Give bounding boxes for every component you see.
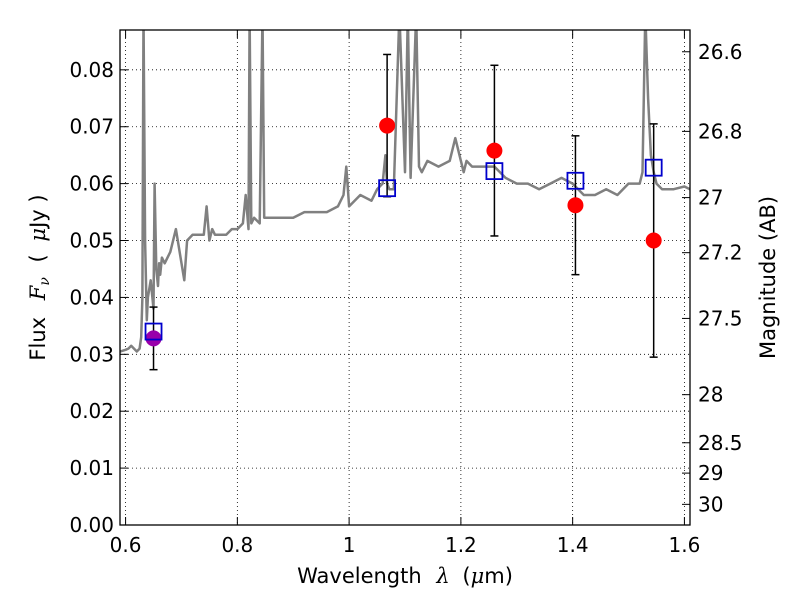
x-axis-label: Wavelength λ (μm) [297,564,513,588]
x-tick-label: 1.6 [669,533,701,557]
mag-tick-label: 26.6 [698,40,743,64]
plot-frame [119,29,691,526]
photometry-point [645,232,662,249]
photometry-point [567,197,584,214]
mag-tick-label: 30 [698,492,723,516]
mag-tick-label: 27.2 [698,241,743,265]
x-tick-label: 1.2 [445,533,477,557]
model-point [566,171,585,190]
magnitude-axis-label: Magnitude (AB) [756,196,780,359]
y-tick-label: 0.02 [69,399,114,423]
mag-tick-label: 28.5 [698,431,743,455]
spectrum-line [120,30,690,353]
model-point [644,158,663,177]
y-tick-label: 0.00 [69,513,114,537]
y-tick-label: 0.07 [69,115,114,139]
x-tick-label: 1 [343,533,356,557]
mag-tick-label: 27.5 [698,306,743,330]
photometry-points [145,117,662,347]
model-points [144,158,663,341]
mag-tick-label: 29 [698,461,723,485]
photometry-point [486,142,503,159]
mag-tick-label: 27 [698,186,723,210]
y-tick-label: 0.08 [69,58,114,82]
spectrum-series [120,30,690,353]
x-tick-label: 1.4 [557,533,589,557]
mag-tick-label: 26.8 [698,119,743,143]
y-tick-label: 0.05 [69,229,114,253]
photometry-point [379,117,396,134]
y-axis-label: Flux Fν ( μJy ) [26,194,54,360]
y-tick-label: 0.01 [69,456,114,480]
model-point [144,322,163,341]
model-point [378,179,397,198]
photometry-point [145,330,162,347]
axis-ticks: 0.6 0.8 1 1.2 1.4 1.6 0.00 0.01 0.02 0.03 0.04 0.05… [69,30,743,557]
y-tick-label: 0.04 [69,285,114,309]
y-tick-label: 0.03 [69,342,114,366]
mag-tick-label: 28 [698,383,723,407]
x-tick-label: 0.8 [221,533,253,557]
y-tick-label: 0.06 [69,172,114,196]
model-point [485,162,504,181]
x-tick-label: 0.6 [110,533,142,557]
